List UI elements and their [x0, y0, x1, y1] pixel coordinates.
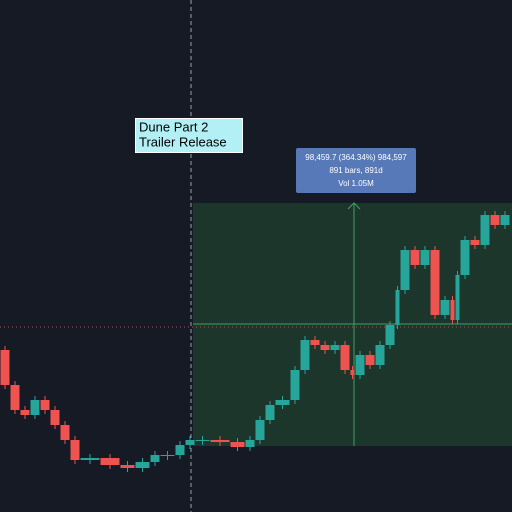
candle-body — [100, 458, 120, 465]
candle-body — [460, 240, 470, 275]
candle-body — [500, 215, 510, 225]
candle-body — [385, 325, 395, 345]
candle-body — [340, 345, 350, 370]
candle-body — [185, 440, 195, 445]
candle-body — [430, 250, 440, 315]
candle-body — [135, 462, 150, 468]
candle-body — [440, 300, 450, 315]
candle-body — [320, 345, 330, 350]
candle-body — [470, 240, 480, 245]
candle-body — [175, 445, 185, 455]
candle-body — [400, 250, 410, 290]
candle-body — [20, 410, 30, 415]
candle-body — [230, 442, 245, 447]
candle-body — [10, 385, 20, 410]
candle-body — [365, 355, 375, 365]
candle-body — [160, 455, 175, 456]
candle-body — [275, 400, 290, 405]
candle-body — [50, 410, 60, 425]
candle-body — [330, 345, 340, 350]
candle-body — [0, 350, 10, 385]
candle-body — [245, 440, 255, 447]
candles — [0, 211, 510, 472]
candle-body — [120, 465, 135, 468]
candle-body — [265, 405, 275, 420]
annotation-text: Trailer Release — [139, 134, 227, 149]
candle-body — [355, 355, 365, 375]
candle-body — [375, 345, 385, 365]
candle-body — [300, 340, 310, 370]
candle-body — [30, 400, 40, 415]
candle-body — [455, 275, 460, 320]
candle-body — [490, 215, 500, 225]
candle-body — [40, 400, 50, 410]
candle-body — [70, 440, 80, 460]
candle-body — [255, 420, 265, 440]
candle-body — [210, 440, 230, 442]
candle-body — [350, 370, 355, 375]
tooltip-line: 891 bars, 891d — [329, 166, 382, 175]
measure-tooltip — [296, 148, 416, 193]
candle-body — [290, 370, 300, 400]
tooltip-line: 98,459.7 (364.34%) 984,597 — [305, 153, 407, 162]
measure-arrow — [347, 202, 361, 210]
candle-body — [480, 215, 490, 245]
candle-body — [310, 340, 320, 345]
candle-body — [420, 250, 430, 265]
candle-body — [410, 250, 420, 265]
annotation-box — [135, 118, 243, 153]
candle-body — [395, 290, 400, 325]
tooltip-line: Vol 1.05M — [338, 179, 374, 188]
candle-body — [195, 440, 210, 441]
candle-body — [80, 458, 100, 460]
annotation-text: Dune Part 2 — [139, 119, 208, 134]
candle-body — [60, 425, 70, 440]
candle-body — [450, 300, 455, 320]
candle-body — [150, 455, 160, 462]
